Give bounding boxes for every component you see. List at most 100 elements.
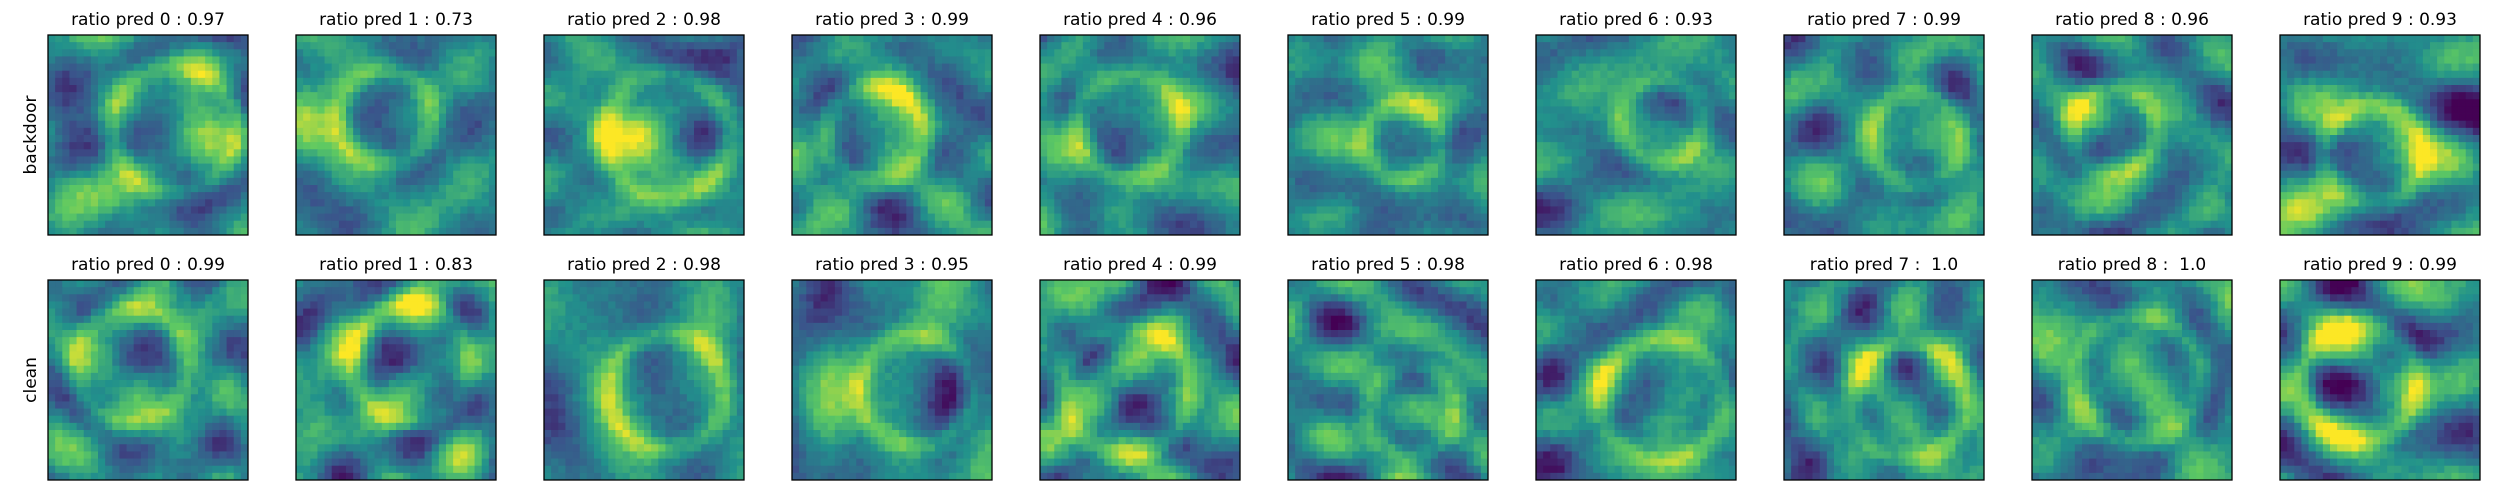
pixel	[927, 220, 936, 229]
pixel	[1480, 56, 1489, 64]
pixel	[984, 127, 993, 136]
pixel	[317, 149, 325, 157]
pixel	[636, 149, 645, 157]
pixel	[403, 56, 411, 64]
pixel	[544, 42, 552, 50]
pixel	[474, 35, 483, 43]
pixel	[1338, 213, 1346, 222]
pixel	[658, 85, 666, 93]
pixel	[353, 92, 361, 100]
pixel	[1628, 35, 1637, 43]
pixel	[90, 85, 99, 93]
pixel	[481, 156, 490, 164]
pixel	[1359, 163, 1367, 172]
pixel	[83, 185, 92, 193]
pixel	[410, 185, 418, 193]
pixel	[310, 120, 318, 129]
pixel	[317, 42, 325, 50]
pixel	[1430, 127, 1439, 136]
pixel	[636, 42, 645, 50]
pixel	[906, 142, 914, 150]
pixel	[1586, 92, 1594, 100]
pixel	[438, 227, 447, 236]
pixel	[1366, 70, 1375, 79]
pixel	[431, 77, 440, 86]
pixel	[572, 206, 581, 214]
pixel	[1452, 163, 1460, 172]
pixel	[424, 77, 433, 86]
pixel	[1132, 49, 1141, 57]
pixel	[1204, 85, 1212, 93]
pixel	[686, 142, 695, 150]
pixel	[1082, 199, 1091, 207]
pixel	[679, 163, 688, 172]
pixel	[579, 77, 588, 86]
pixel	[162, 49, 170, 57]
pixel	[792, 163, 800, 172]
pixel	[331, 99, 340, 107]
pixel	[1650, 92, 1658, 100]
pixel	[346, 192, 354, 200]
pixel	[694, 135, 702, 143]
pixel	[474, 220, 483, 229]
pixel	[1636, 92, 1644, 100]
panel-frame	[295, 34, 497, 236]
pixel	[1416, 206, 1425, 214]
pixel	[792, 149, 800, 157]
pixel	[1316, 156, 1325, 164]
pixel	[1182, 206, 1191, 214]
pixel	[799, 120, 807, 129]
pixel	[205, 127, 213, 136]
pixel	[1168, 156, 1177, 164]
pixel	[913, 106, 921, 114]
pixel	[586, 120, 595, 129]
pixel	[119, 35, 127, 43]
pixel	[1452, 156, 1460, 164]
pixel	[346, 113, 354, 122]
pixel	[1204, 35, 1212, 43]
pixel	[622, 220, 631, 229]
pixel	[169, 206, 177, 214]
pixel	[1302, 213, 1310, 222]
pixel	[1302, 156, 1310, 164]
pixel	[672, 42, 681, 50]
pixel	[388, 220, 397, 229]
pixel	[1118, 156, 1127, 164]
pixel	[1338, 70, 1346, 79]
pixel	[1295, 185, 1303, 193]
pixel	[296, 156, 304, 164]
pixel	[984, 149, 993, 157]
pixel	[226, 185, 235, 193]
pixel	[977, 35, 986, 43]
pixel	[162, 177, 170, 186]
pixel	[544, 92, 552, 100]
pixel	[884, 70, 893, 79]
pixel	[1190, 163, 1198, 172]
pixel	[856, 149, 864, 157]
pixel	[353, 149, 361, 157]
pixel	[820, 99, 829, 107]
pixel	[636, 120, 645, 129]
pixel	[651, 206, 659, 214]
pixel	[722, 85, 731, 93]
pixel	[112, 177, 120, 186]
pixel	[1359, 185, 1367, 193]
pixel	[820, 170, 829, 179]
pixel	[551, 149, 559, 157]
pixel	[1345, 127, 1353, 136]
pixel	[438, 106, 447, 114]
pixel	[388, 163, 397, 172]
pixel	[324, 227, 333, 236]
pixel	[736, 70, 745, 79]
pixel	[198, 199, 206, 207]
pixel	[1061, 77, 1069, 86]
pixel	[906, 35, 914, 43]
pixel	[431, 185, 440, 193]
pixel	[644, 42, 652, 50]
pixel	[708, 63, 716, 72]
pixel	[736, 77, 745, 86]
pixel	[76, 199, 85, 207]
pixel	[1388, 63, 1396, 72]
pixel	[1082, 227, 1091, 236]
pixel	[1402, 63, 1410, 72]
